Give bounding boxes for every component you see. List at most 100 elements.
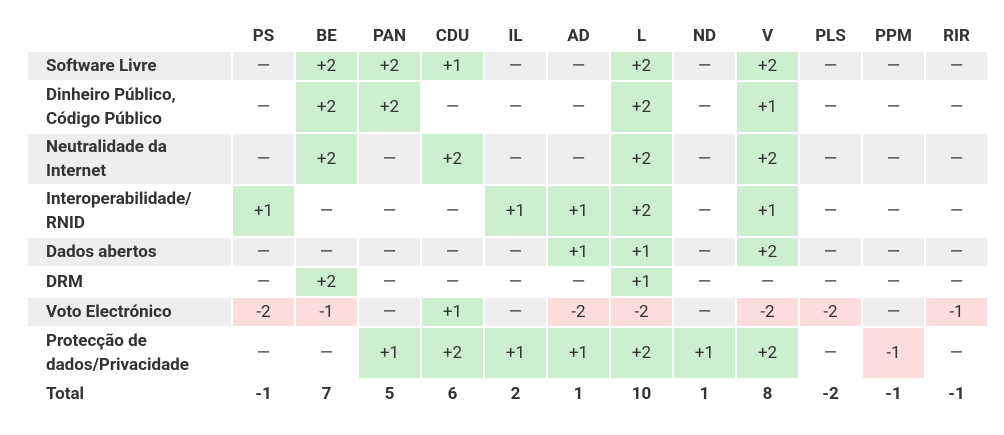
cell: +1 xyxy=(422,52,483,80)
cell: +1 xyxy=(737,82,798,132)
row-label: Voto Electrónico xyxy=(28,298,231,326)
cell: — xyxy=(422,238,483,266)
cell: — xyxy=(949,97,964,117)
cell: +2 xyxy=(359,82,420,132)
cell: — xyxy=(256,97,271,117)
cell: — xyxy=(863,134,924,184)
cell: — xyxy=(508,272,523,292)
cell: — xyxy=(674,134,735,184)
cell: -2 xyxy=(233,298,294,326)
cell: -2 xyxy=(611,298,672,326)
row: Dados abertos — — — — — +1 +1— +2— — — xyxy=(28,238,987,266)
cell: -2 xyxy=(737,298,798,326)
column-header: PPM xyxy=(875,26,912,46)
row: Dinheiro Público, Código Público — +2 +2— — —… xyxy=(28,82,987,132)
cell: +2 xyxy=(296,82,357,132)
total-cell: 2 xyxy=(485,380,546,408)
cell: +1 xyxy=(737,186,798,236)
cell: +1 xyxy=(548,328,609,378)
cell: — xyxy=(823,97,838,117)
total-cell: -1 xyxy=(233,380,294,408)
row: Interoperabilidade/ RNID +1— — — +1 +1 +2— +1— —… xyxy=(28,186,987,236)
cell: — xyxy=(233,134,294,184)
total-cell: 8 xyxy=(737,380,798,408)
cell: — xyxy=(800,134,861,184)
cell: — xyxy=(800,52,861,80)
cell: -2 xyxy=(800,298,861,326)
cell: +1 xyxy=(611,238,672,266)
row-label: DRM xyxy=(46,272,83,292)
column-header: AD xyxy=(567,26,590,46)
cell: — xyxy=(319,343,334,363)
cell: +2 xyxy=(737,134,798,184)
cell: — xyxy=(485,298,546,326)
row: Software Livre — +2 +2 +1— — +2— +2— — — xyxy=(28,52,987,80)
total-cell: 1 xyxy=(548,380,609,408)
cell: +2 xyxy=(611,134,672,184)
column-header: IL xyxy=(508,26,523,46)
cell: — xyxy=(319,201,334,221)
cell: — xyxy=(382,201,397,221)
cell: — xyxy=(445,201,460,221)
cell: +2 xyxy=(611,52,672,80)
cell: — xyxy=(886,97,901,117)
cell: +2 xyxy=(611,82,672,132)
cell: +2 xyxy=(422,134,483,184)
cell: — xyxy=(760,272,775,292)
cell: — xyxy=(697,272,712,292)
total-cell: 6 xyxy=(422,380,483,408)
cell: — xyxy=(256,343,271,363)
cell: — xyxy=(823,272,838,292)
cell: — xyxy=(445,97,460,117)
cell: -1 xyxy=(863,328,924,378)
cell: — xyxy=(548,134,609,184)
cell: +2 xyxy=(737,238,798,266)
row: Protecção de dados/Privacidade — — +1 +2 +1 +1… xyxy=(28,328,987,378)
column-header: L xyxy=(636,26,647,46)
cell: — xyxy=(863,52,924,80)
corner xyxy=(28,22,231,50)
cell: — xyxy=(359,238,420,266)
row-label: Dados abertos xyxy=(28,238,231,266)
row-label: Interoperabilidade/ RNID xyxy=(46,189,192,233)
cell: +1 xyxy=(422,298,483,326)
cell: +1 xyxy=(548,186,609,236)
cell: +2 xyxy=(611,328,672,378)
cell: — xyxy=(296,238,357,266)
column-header: ND xyxy=(692,26,717,46)
cell: — xyxy=(233,238,294,266)
total-cell: 5 xyxy=(359,380,420,408)
cell: — xyxy=(485,52,546,80)
cell: -1 xyxy=(296,298,357,326)
cell: — xyxy=(674,298,735,326)
cell: — xyxy=(571,272,586,292)
total-cell: 10 xyxy=(611,380,672,408)
cell: — xyxy=(697,97,712,117)
cell: +1 xyxy=(548,238,609,266)
total-cell: -1 xyxy=(863,380,924,408)
cell: — xyxy=(382,272,397,292)
cell: +1 xyxy=(359,328,420,378)
cell: — xyxy=(233,52,294,80)
cell: +1 xyxy=(233,186,294,236)
cell: — xyxy=(548,52,609,80)
row-label: Dinheiro Público, Código Público xyxy=(46,85,176,129)
cell: — xyxy=(256,272,271,292)
cell: +2 xyxy=(737,328,798,378)
total-row: Total -1 7 5 6 2 1 10 1 8 -2 -1 -1 xyxy=(28,380,987,408)
cell: — xyxy=(800,238,861,266)
score-table: PS BE PAN CDU IL AD L ND V PLS PPM RIR Software Livr… xyxy=(26,20,989,410)
cell: — xyxy=(508,97,523,117)
cell: — xyxy=(926,52,987,80)
cell: — xyxy=(823,201,838,221)
cell: — xyxy=(949,343,964,363)
column-header: RIR xyxy=(943,26,970,46)
cell: — xyxy=(485,238,546,266)
cell: +2 xyxy=(422,328,483,378)
cell: — xyxy=(571,97,586,117)
header-row: PS BE PAN CDU IL AD L ND V PLS PPM RIR xyxy=(28,22,987,50)
column-header: CDU xyxy=(435,26,470,46)
column-header: PLS xyxy=(815,26,846,46)
cell: — xyxy=(697,201,712,221)
